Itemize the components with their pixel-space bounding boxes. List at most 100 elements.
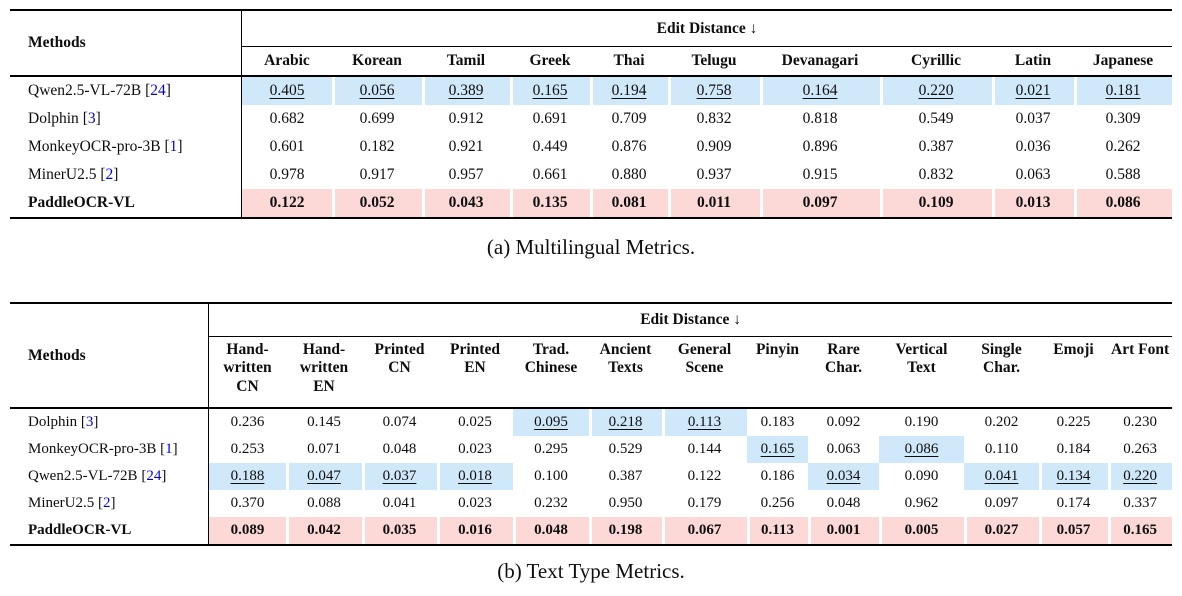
column-header: Art Font bbox=[1108, 337, 1173, 409]
column-header: Ancient Texts bbox=[589, 337, 662, 409]
citation-link[interactable]: 3 bbox=[85, 414, 94, 430]
metric-value: 0.876 bbox=[611, 138, 647, 155]
metric-value: 0.232 bbox=[534, 495, 568, 511]
metric-value: 0.016 bbox=[437, 517, 513, 544]
column-header: General Scene bbox=[662, 337, 747, 409]
metric-value: 0.052 bbox=[332, 189, 422, 217]
citation-link[interactable]: 24 bbox=[150, 82, 166, 99]
metric-value: 0.682 bbox=[269, 110, 305, 127]
metric-value: 0.018 bbox=[437, 463, 513, 490]
column-header: Emoji bbox=[1039, 337, 1108, 409]
metric-value: 0.309 bbox=[1105, 110, 1141, 127]
metric-value: 0.041 bbox=[964, 463, 1039, 490]
metric-value: 0.188 bbox=[209, 463, 286, 490]
metric-value: 0.074 bbox=[382, 414, 417, 430]
metric-value: 0.057 bbox=[1039, 517, 1108, 544]
metric-value: 0.962 bbox=[904, 495, 939, 511]
metric-value: 0.090 bbox=[904, 468, 939, 484]
column-header: Greek bbox=[510, 47, 590, 77]
citation-link[interactable]: 24 bbox=[146, 468, 162, 484]
metric-value: 0.218 bbox=[589, 409, 662, 436]
method-name: PaddleOCR-VL bbox=[10, 189, 242, 217]
column-header: Single Char. bbox=[964, 337, 1039, 409]
metric-value: 0.661 bbox=[532, 166, 568, 183]
method-name: PaddleOCR-VL bbox=[10, 517, 209, 544]
table-row: MinerU2.5 [2] 0.370 0.088 0.041 0.023 0.232 0.… bbox=[10, 490, 1172, 517]
method-name: Dolphin [3] bbox=[10, 409, 209, 436]
citation-link[interactable]: 2 bbox=[103, 495, 111, 511]
metric-value: 0.236 bbox=[230, 414, 265, 430]
metric-value: 0.037 bbox=[362, 463, 437, 490]
metric-value: 0.549 bbox=[918, 110, 954, 127]
metric-value: 0.122 bbox=[687, 468, 722, 484]
metric-value: 0.086 bbox=[879, 436, 964, 463]
metric-value: 0.100 bbox=[534, 468, 568, 484]
metric-value: 0.190 bbox=[904, 414, 939, 430]
column-header: Telugu bbox=[668, 47, 760, 77]
metric-value: 0.253 bbox=[230, 441, 265, 457]
method-name: Qwen2.5-VL-72B [24] bbox=[10, 77, 242, 105]
column-header: Pinyin bbox=[747, 337, 808, 409]
metric-value: 0.013 bbox=[992, 189, 1074, 217]
metric-value: 0.880 bbox=[611, 166, 647, 183]
metric-value: 0.067 bbox=[662, 517, 747, 544]
table-row: MonkeyOCR-pro-3B [1] 0.253 0.071 0.048 0.023… bbox=[10, 436, 1172, 463]
metric-value: 0.950 bbox=[608, 495, 643, 511]
metric-value: 0.529 bbox=[608, 441, 643, 457]
metric-value: 0.832 bbox=[918, 166, 954, 183]
column-header: Vertical Text bbox=[879, 337, 964, 409]
metric-value: 0.405 bbox=[242, 77, 332, 105]
metric-value: 0.135 bbox=[510, 189, 590, 217]
table-row: Dolphin [3] 0.236 0.145 0.074 0.025 0.095 0.21… bbox=[10, 409, 1172, 436]
paper-results-tables: Methods Edit Distance ↓ Arabic Korean Tami… bbox=[10, 9, 1173, 584]
citation-link[interactable]: 3 bbox=[87, 110, 96, 127]
metric-value: 0.699 bbox=[359, 110, 395, 127]
metric-value: 0.063 bbox=[1015, 166, 1051, 183]
metric-value: 0.915 bbox=[802, 166, 838, 183]
metric-value: 0.179 bbox=[687, 495, 722, 511]
metric-value: 0.957 bbox=[448, 166, 484, 183]
column-header: Devanagari bbox=[760, 47, 880, 77]
metric-value: 0.042 bbox=[286, 517, 362, 544]
methods-header: Methods bbox=[10, 11, 242, 77]
method-name: MonkeyOCR-pro-3B [1] bbox=[10, 133, 242, 161]
metric-value: 0.037 bbox=[1015, 110, 1051, 127]
column-header: Hand-written CN bbox=[209, 337, 286, 409]
column-header: Printed EN bbox=[437, 337, 513, 409]
column-header-row: Arabic Korean Tamil Greek Thai Telugu Devanaga… bbox=[10, 47, 1173, 77]
column-header: Cyrillic bbox=[880, 47, 992, 77]
table-a-body: Qwen2.5-VL-72B [24] 0.405 0.056 0.389 0.165 0… bbox=[10, 77, 1173, 217]
metric-value: 0.220 bbox=[1108, 463, 1173, 490]
metric-value: 0.089 bbox=[209, 517, 286, 544]
citation-link[interactable]: 1 bbox=[169, 138, 178, 155]
metric-value: 0.370 bbox=[230, 495, 265, 511]
table-row: Qwen2.5-VL-72B [24] 0.188 0.047 0.037 0.018 0… bbox=[10, 463, 1173, 490]
metric-value: 0.097 bbox=[984, 495, 1019, 511]
metric-value: 0.174 bbox=[1056, 495, 1091, 511]
metric-value: 0.005 bbox=[879, 517, 964, 544]
metric-value: 0.035 bbox=[362, 517, 437, 544]
metric-value: 0.337 bbox=[1123, 495, 1157, 511]
metric-value: 0.182 bbox=[359, 138, 395, 155]
metric-value: 0.036 bbox=[1015, 138, 1051, 155]
metric-value: 0.387 bbox=[918, 138, 954, 155]
table-row: PaddleOCR-VL 0.122 0.052 0.043 0.135 0.081 0.0… bbox=[10, 189, 1173, 217]
citation-link[interactable]: 1 bbox=[165, 441, 173, 457]
table-row: Qwen2.5-VL-72B [24] 0.405 0.056 0.389 0.165 0… bbox=[10, 77, 1173, 105]
citation-link[interactable]: 2 bbox=[105, 166, 114, 183]
metric-value: 0.027 bbox=[964, 517, 1039, 544]
metric-value: 0.181 bbox=[1074, 77, 1173, 105]
metric-value: 0.183 bbox=[760, 414, 795, 430]
column-header: Japanese bbox=[1074, 47, 1173, 77]
metric-value: 0.295 bbox=[534, 441, 568, 457]
metric-value: 0.194 bbox=[590, 77, 668, 105]
method-name: Qwen2.5-VL-72B [24] bbox=[10, 463, 209, 490]
group-header-row: Methods Edit Distance ↓ bbox=[10, 11, 1173, 77]
metric-value: 0.165 bbox=[1108, 517, 1173, 544]
multilingual-metrics-table: Methods Edit Distance ↓ Arabic Korean Tami… bbox=[10, 9, 1173, 219]
metric-value: 0.186 bbox=[760, 468, 795, 484]
caption-b: (b) Text Type Metrics. bbox=[497, 559, 685, 583]
column-header: Trad. Chinese bbox=[513, 337, 589, 409]
metric-value: 0.021 bbox=[992, 77, 1074, 105]
table-row: MinerU2.5 [2] 0.978 0.917 0.957 0.661 0.880 0.… bbox=[10, 161, 1172, 189]
